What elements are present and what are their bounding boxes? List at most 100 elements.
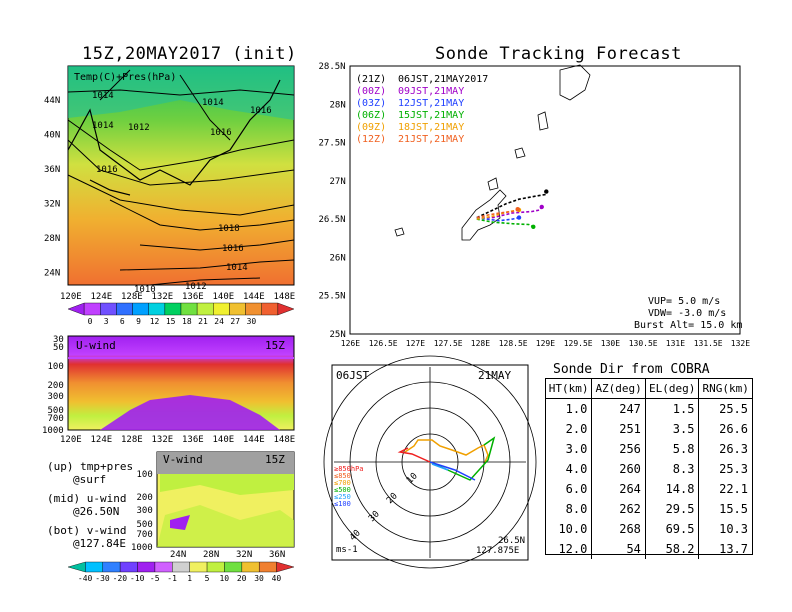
polar-unit: ms-1 bbox=[336, 545, 358, 555]
x-tick-label: 131E bbox=[666, 339, 685, 348]
track-line bbox=[476, 208, 519, 219]
colorbar-tick: 6 bbox=[120, 317, 125, 326]
table-row: 1.0 247 1.5 25.5 bbox=[546, 398, 752, 419]
table-row: 3.0 256 5.8 26.3 bbox=[546, 439, 752, 459]
table-cell: 4.0 bbox=[565, 462, 588, 476]
y-tick-label: 500 bbox=[137, 520, 153, 530]
x-tick-label: 127.5E bbox=[434, 339, 463, 348]
isobar-label: 1010 bbox=[134, 285, 156, 295]
table-cell: 58.2 bbox=[644, 539, 699, 559]
legend-entry: 15JST,21MAY bbox=[398, 110, 464, 121]
table-cell: 264 bbox=[591, 479, 646, 499]
tracking-series bbox=[476, 189, 549, 229]
legend-entry: 09JST,21MAY bbox=[398, 86, 464, 97]
temp-map-isobar-labels: 1014 1014 1016 1014 1012 1016 1016 1018 … bbox=[92, 91, 272, 295]
note-line: (up) tmp+pres bbox=[47, 460, 134, 473]
v-wind-x-ticks: 24N 28N 32N 36N bbox=[170, 550, 285, 560]
temp-map-y-ticks: 44N 40N 36N 32N 28N 24N bbox=[44, 96, 60, 279]
left-title: 15Z,20MAY2017 (init) bbox=[82, 44, 297, 64]
table-cell: 268 bbox=[591, 519, 646, 539]
colorbar-swatch bbox=[85, 561, 103, 573]
y-tick-label: 26.5N bbox=[319, 215, 346, 225]
colorbar-swatch bbox=[241, 561, 260, 573]
y-tick-label: 200 bbox=[137, 493, 153, 503]
table-row: 12.0 54 58.2 13.7 bbox=[546, 539, 752, 559]
colorbar-swatch bbox=[102, 561, 121, 573]
temp-colorbar bbox=[67, 302, 295, 316]
colorbar-swatch bbox=[83, 302, 101, 316]
track-point bbox=[531, 224, 536, 229]
colorbar-tick: 27 bbox=[230, 317, 240, 326]
param-vup: VUP= 5.0 m/s bbox=[648, 296, 720, 307]
colorbar-tick: 3 bbox=[104, 317, 109, 326]
x-tick-label: 140E bbox=[213, 292, 235, 302]
x-tick-label: 32N bbox=[236, 550, 252, 560]
colorbar-tick: -30 bbox=[95, 574, 110, 583]
pressure-legend-item: ≤500 bbox=[334, 486, 351, 494]
colorbar-swatch bbox=[164, 302, 182, 316]
colorbar-tick: 15 bbox=[166, 317, 176, 326]
x-tick-label: 144E bbox=[243, 292, 265, 302]
colorbar-tick: 18 bbox=[182, 317, 192, 326]
temp-map-label: Temp(C)+Pres(hPa) bbox=[74, 72, 176, 83]
x-tick-label: 126.5E bbox=[369, 339, 398, 348]
x-tick-label: 132E bbox=[152, 292, 174, 302]
x-tick-label: 132E bbox=[731, 339, 750, 348]
table-cell: 10.0 bbox=[558, 522, 588, 536]
u-wind-x-ticks: 120E 124E 128E 132E 136E 140E 144E 148E bbox=[60, 435, 295, 445]
v-wind-panel bbox=[156, 451, 295, 548]
u-wind-label: U-wind bbox=[76, 339, 116, 352]
y-tick-label: 25.5N bbox=[319, 292, 346, 302]
y-tick-label: 30 bbox=[53, 335, 64, 345]
colorbar-tick: 1 bbox=[187, 574, 192, 583]
table-cell: 26.6 bbox=[698, 419, 752, 439]
u-wind-panel bbox=[67, 335, 295, 431]
colorbar-swatch bbox=[224, 561, 243, 573]
note-line: @127.84E bbox=[73, 537, 126, 550]
x-tick-label: 126E bbox=[341, 339, 360, 348]
polar-lon: 127.875E bbox=[476, 546, 519, 556]
tracking-map bbox=[349, 64, 741, 335]
x-tick-label: 120E bbox=[60, 435, 82, 445]
colorbar-swatch bbox=[196, 302, 214, 316]
x-tick-label: 129.5E bbox=[564, 339, 593, 348]
table-cell: 8.3 bbox=[644, 459, 699, 479]
colorbar-swatch bbox=[206, 561, 225, 573]
x-tick-label: 130E bbox=[601, 339, 620, 348]
pressure-legend-item: ≤700 bbox=[334, 479, 351, 487]
x-tick-label: 131.5E bbox=[694, 339, 723, 348]
table-cell: 262 bbox=[591, 499, 646, 519]
track-line bbox=[476, 206, 543, 219]
sonde-table: HT(km) AZ(deg) EL(deg) RNG(km) 1.0 247 1.5… bbox=[545, 378, 753, 559]
y-tick-label: 28N bbox=[330, 100, 346, 110]
table-cell: 54 bbox=[591, 539, 646, 559]
isobar-label: 1016 bbox=[250, 106, 272, 116]
colorbar-swatch bbox=[245, 302, 262, 316]
table-cell: 5.8 bbox=[644, 439, 699, 459]
colorbar-swatch bbox=[172, 561, 190, 573]
colorbar-swatch bbox=[180, 302, 198, 316]
table-cell: 15.5 bbox=[698, 499, 752, 519]
tracking-x-ticks: 126E 126.5E 127E 127.5E 128E 128.5E 129E 129.5E… bbox=[341, 339, 750, 348]
colorbar-swatch bbox=[154, 561, 173, 573]
table-cell: 247 bbox=[591, 398, 646, 419]
y-tick-label: 28N bbox=[44, 234, 60, 244]
legend-entry: 21JST,21MAY bbox=[398, 134, 464, 145]
table-cell: 29.5 bbox=[644, 499, 699, 519]
note-line: (bot) v-wind bbox=[47, 524, 127, 537]
y-tick-label: 26N bbox=[330, 253, 346, 263]
isobar-label: 1016 bbox=[210, 128, 232, 138]
y-tick-label: 100 bbox=[137, 470, 153, 480]
wind-colorbar bbox=[67, 561, 295, 573]
colorbar-tick: -20 bbox=[113, 574, 128, 583]
colorbar-swatch bbox=[116, 302, 133, 316]
tracking-y-ticks: 28.5N 28N 27.5N 27N 26.5N 26N 25.5N 25N bbox=[319, 62, 346, 340]
y-tick-label: 50 bbox=[53, 343, 64, 353]
x-tick-label: 129E bbox=[536, 339, 555, 348]
x-tick-label: 136E bbox=[182, 435, 204, 445]
y-tick-label: 25N bbox=[330, 330, 346, 340]
colorbar-tick: -10 bbox=[130, 574, 145, 583]
colorbar-swatch bbox=[148, 302, 166, 316]
col-header: RNG(km) bbox=[698, 379, 752, 399]
